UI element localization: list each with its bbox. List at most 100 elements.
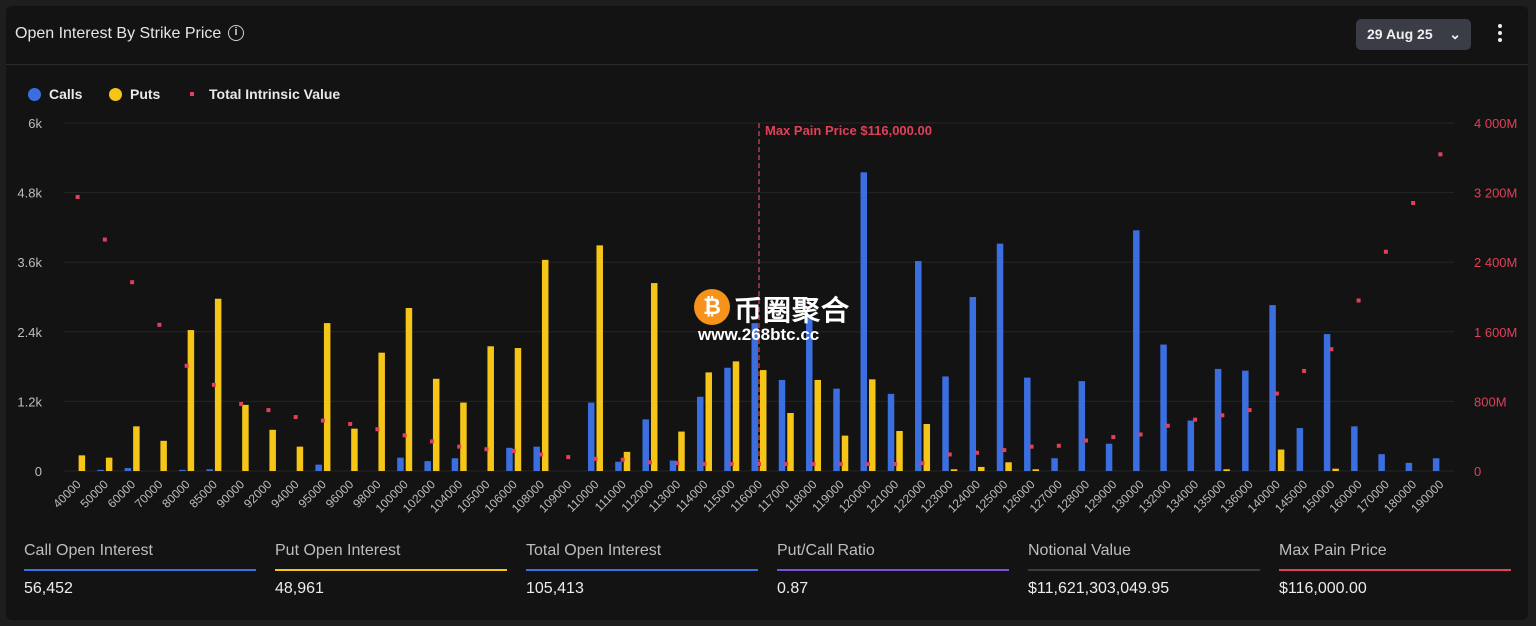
call-bar [1269, 305, 1276, 471]
put-bar [323, 323, 331, 471]
intrinsic-point [1411, 201, 1416, 206]
intrinsic-point [1056, 443, 1061, 448]
intrinsic-point [1220, 413, 1225, 418]
intrinsic-swatch [190, 92, 194, 96]
put-bar [1332, 468, 1339, 471]
y-tick-label: 1.2k [17, 394, 42, 409]
intrinsic-point [1274, 391, 1279, 396]
stat-label: Put Open Interest [275, 542, 401, 559]
stat-value: $11,621,303,049.95 [1028, 580, 1170, 597]
stat-underline [24, 569, 256, 571]
put-bar [351, 428, 358, 471]
call-bar [833, 388, 840, 471]
intrinsic-point [484, 447, 489, 452]
info-icon[interactable]: i [228, 25, 244, 41]
bitcoin-logo-icon: ₿ [694, 289, 730, 325]
x-tick-label: 94000 [268, 477, 302, 511]
stat-label: Max Pain Price [1279, 542, 1387, 559]
y2-tick-label: 2 400M [1474, 255, 1517, 270]
intrinsic-point [1111, 435, 1116, 440]
put-bar [541, 259, 549, 471]
intrinsic-point [429, 439, 434, 444]
intrinsic-point [1247, 408, 1252, 413]
call-bar [1024, 377, 1031, 471]
y-tick-label: 2.4k [17, 325, 42, 340]
call-bar [915, 261, 922, 471]
legend-calls[interactable]: Calls [28, 86, 82, 102]
put-bar [487, 346, 494, 471]
y2-tick-label: 3 200M [1474, 186, 1517, 201]
y2-tick-label: 0 [1474, 464, 1481, 479]
intrinsic-point [1138, 432, 1143, 437]
intrinsic-point [239, 402, 244, 407]
legend-puts-label: Puts [130, 86, 161, 102]
put-bar [160, 440, 167, 471]
x-tick-label: 90000 [214, 477, 248, 511]
put-bar [732, 361, 740, 471]
call-bar [1296, 428, 1304, 471]
call-bar [424, 461, 431, 471]
call-bar [1242, 370, 1249, 471]
intrinsic-point [1084, 438, 1089, 443]
put-bar [432, 378, 440, 471]
put-bar [760, 370, 767, 471]
call-bar [179, 469, 186, 471]
legend-puts[interactable]: Puts [109, 86, 160, 102]
call-bar [124, 468, 132, 471]
call-bar [1160, 344, 1167, 471]
x-tick-label: 92000 [241, 477, 275, 511]
max-pain-label: Max Pain Price $116,000.00 [765, 123, 932, 138]
call-bar [587, 402, 595, 471]
intrinsic-point [266, 408, 271, 413]
date-selector[interactable]: 29 Aug 25 ⌄ [1356, 19, 1471, 50]
call-bar [724, 367, 731, 471]
date-label: 29 Aug 25 [1367, 26, 1433, 42]
call-bar [1405, 462, 1413, 471]
call-bar [642, 419, 649, 471]
x-tick-label: 40000 [50, 477, 84, 511]
stat-label: Total Open Interest [526, 542, 662, 559]
put-bar [1223, 469, 1230, 471]
x-tick-label: 60000 [105, 477, 139, 511]
put-bar [1032, 469, 1040, 471]
call-bar [1214, 368, 1222, 471]
x-tick-label: 50000 [78, 477, 112, 511]
call-bar [1105, 443, 1113, 471]
intrinsic-point [211, 382, 216, 387]
watermark: ₿ 币圈聚合 www.268btc.cc [694, 289, 864, 349]
y-tick-label: 4.8k [17, 186, 42, 201]
legend-intrinsic[interactable]: Total Intrinsic Value [186, 86, 340, 102]
stat-underline [1279, 569, 1511, 571]
stat-underline [1028, 569, 1260, 571]
intrinsic-point [538, 452, 543, 457]
intrinsic-point [1193, 417, 1198, 422]
intrinsic-point [293, 415, 298, 420]
put-bar [678, 431, 685, 471]
call-bar [97, 469, 104, 471]
intrinsic-point [620, 457, 625, 462]
intrinsic-point [1002, 448, 1007, 453]
put-bar [923, 424, 931, 471]
put-bar [1277, 449, 1285, 471]
stat-value: $116,000.00 [1279, 580, 1367, 597]
intrinsic-point [1356, 298, 1361, 303]
put-bar [841, 435, 849, 471]
intrinsic-point [130, 280, 135, 285]
legend-intrinsic-label: Total Intrinsic Value [209, 86, 341, 102]
intrinsic-point [729, 462, 734, 467]
put-bar [460, 402, 467, 471]
intrinsic-point [757, 462, 761, 467]
put-bar [296, 446, 304, 471]
stat-underline [777, 569, 1009, 571]
open-interest-panel: Open Interest By Strike Price i 29 Aug 2… [6, 6, 1528, 620]
y-tick-label: 0 [35, 464, 42, 479]
put-bar [1005, 462, 1012, 471]
call-bar [506, 447, 513, 471]
call-bar [1187, 420, 1195, 471]
more-vertical-icon[interactable] [1495, 24, 1505, 46]
intrinsic-point [1438, 152, 1443, 157]
call-bar [942, 376, 949, 471]
intrinsic-point [402, 433, 407, 438]
call-bar [1432, 458, 1440, 471]
watermark-text: 币圈聚合 [734, 295, 851, 326]
